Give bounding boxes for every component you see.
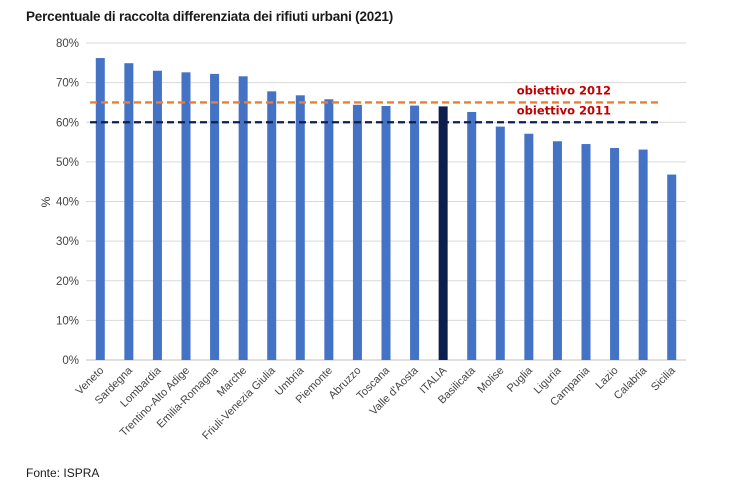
y-tick-label: 20% <box>56 276 79 288</box>
bar <box>524 133 534 360</box>
bar <box>495 126 505 360</box>
bar <box>638 149 648 360</box>
bar <box>438 106 448 361</box>
bar <box>95 58 105 361</box>
x-tick-label: Sicilia <box>649 364 678 393</box>
bar <box>381 106 391 360</box>
bar <box>152 70 162 361</box>
y-tick-label: 60% <box>56 117 79 129</box>
reference-line-label: obiettivo 2011 <box>517 103 611 117</box>
y-tick-label: 40% <box>56 197 79 209</box>
bar <box>124 63 134 361</box>
bar <box>238 76 248 360</box>
chart-source: Fonte: ISPRA <box>26 466 100 480</box>
x-tick-label: Puglia <box>505 364 536 395</box>
y-axis-ticks: 0% 10% 20% 30% 40% 50% 60% 70% 80% <box>56 38 79 367</box>
bar <box>667 174 677 360</box>
y-axis-label: % <box>39 196 53 207</box>
bar <box>352 104 362 360</box>
y-tick-label: 10% <box>56 315 79 327</box>
bar <box>324 99 334 360</box>
x-tick-label: Molise <box>475 365 506 396</box>
reference-lines: obiettivo 2012 obiettivo 2011 <box>90 83 658 124</box>
x-tick-label: Calabria <box>612 364 650 402</box>
y-tick-label: 0% <box>62 355 79 367</box>
bars <box>95 58 677 361</box>
bar <box>581 144 591 360</box>
bar <box>181 72 191 360</box>
reference-line-label: obiettivo 2012 <box>517 83 611 97</box>
y-tick-label: 80% <box>56 38 79 50</box>
bar <box>552 141 562 360</box>
y-tick-label: 30% <box>56 236 79 248</box>
bar <box>410 105 420 360</box>
y-tick-label: 50% <box>56 157 79 169</box>
bar <box>267 91 277 360</box>
bar <box>467 111 477 360</box>
chart-title: Percentuale di raccolta differenziata de… <box>26 9 394 24</box>
bar <box>295 95 305 361</box>
y-tick-label: 70% <box>56 78 79 90</box>
bar <box>610 148 620 360</box>
bar <box>210 73 220 360</box>
